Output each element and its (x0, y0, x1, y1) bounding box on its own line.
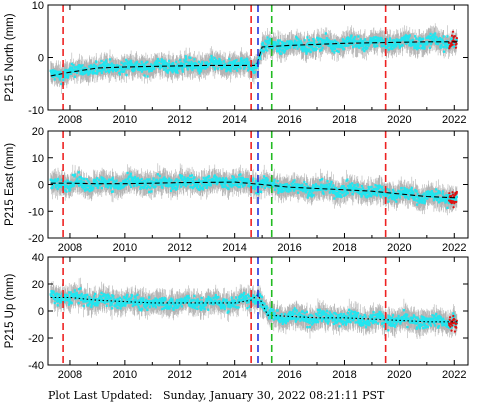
recent-point-22 (455, 200, 458, 203)
footer-timestamp: Sunday, January 30, 2022 08:21:11 PST (162, 389, 385, 402)
chart-panel-2: 2008 2010 2012 2014 2016 2018 2020 2022 -20 -10 0 1… (4, 126, 469, 254)
data-points (49, 32, 458, 86)
y-tick-label--40: -40 (28, 360, 44, 372)
x-tick-label-2012: 2012 (168, 242, 192, 254)
recent-point-21 (454, 46, 457, 49)
recent-point-0 (447, 199, 451, 202)
x-tick-label-2008: 2008 (58, 242, 82, 254)
recent-point-13 (452, 314, 455, 318)
x-tick-label-2022: 2022 (442, 242, 466, 254)
x-tick-label-2016: 2016 (277, 242, 301, 254)
y-tick-label-40: 40 (32, 252, 44, 264)
x-tick-label-2014: 2014 (222, 114, 246, 126)
x-tick-label-2022: 2022 (442, 369, 466, 381)
recent-point-18 (453, 330, 456, 333)
chart-panel-3: 2008 2010 2012 2014 2016 2018 2020 2022 -40 -20 0 2… (4, 252, 469, 381)
recent-point-3 (448, 316, 452, 319)
y-tick-label--20: -20 (28, 333, 44, 345)
y-tick-label--10: -10 (28, 206, 44, 218)
footer-prefix: Plot Last Updated: (48, 389, 153, 402)
x-tick-label-2018: 2018 (332, 242, 356, 254)
recent-point-18 (453, 35, 456, 38)
y-tick-label-0: 0 (38, 53, 44, 65)
recent-point-16 (453, 321, 456, 324)
x-tick-label-2018: 2018 (332, 114, 356, 126)
data-layer (49, 277, 458, 339)
recent-point-2 (448, 318, 451, 321)
x-tick-label-2014: 2014 (222, 242, 246, 254)
x-tick-label-2020: 2020 (387, 369, 411, 381)
y-tick-label-20: 20 (32, 279, 44, 291)
recent-point-14 (452, 206, 455, 209)
data-layer (49, 163, 458, 216)
x-tick-label-2020: 2020 (387, 242, 411, 254)
model-line (50, 41, 457, 77)
recent-point-8 (450, 329, 453, 332)
x-tick-label-2010: 2010 (113, 369, 137, 381)
model-line (50, 181, 458, 199)
x-tick-label-2012: 2012 (168, 369, 192, 381)
x-tick-label-2020: 2020 (387, 114, 411, 126)
x-tick-label-2010: 2010 (113, 114, 137, 126)
chart-panel-1: 2008 2010 2012 2014 2016 2018 2020 2022 -10 0 10 P2… (4, 0, 469, 126)
x-tick-label-2010: 2010 (113, 242, 137, 254)
y-tick-label--20: -20 (28, 233, 44, 245)
recent-point-23 (455, 42, 458, 46)
recent-point-11 (451, 191, 454, 194)
y-axis-label: P215 East (mm) (4, 143, 16, 226)
recent-point-1 (448, 192, 451, 195)
recent-point-11 (451, 43, 454, 46)
y-tick-label-0: 0 (38, 180, 44, 192)
x-tick-label-2022: 2022 (442, 114, 466, 126)
y-axis-label: P215 North (mm) (4, 13, 16, 101)
recent-point-0 (447, 322, 451, 325)
y-tick-label--10: -10 (28, 105, 44, 117)
model-line (50, 293, 457, 323)
x-tick-label-2016: 2016 (277, 114, 301, 126)
recent-point-9 (450, 34, 454, 37)
y-tick-label-20: 20 (32, 126, 44, 138)
x-tick-label-2008: 2008 (58, 369, 82, 381)
y-tick-label-10: 10 (32, 0, 44, 12)
recent-point-7 (450, 194, 453, 198)
x-tick-label-2012: 2012 (168, 114, 192, 126)
recent-point-12 (451, 30, 455, 33)
recent-point-10 (451, 324, 454, 327)
recent-point-17 (453, 318, 456, 321)
recent-point-4 (449, 325, 452, 328)
x-tick-label-2016: 2016 (277, 369, 301, 381)
plot-updated-footer: Plot Last Updated: Sunday, January 30, 2… (48, 389, 384, 402)
x-tick-label-2018: 2018 (332, 369, 356, 381)
recent-point-24 (455, 37, 458, 40)
x-tick-label-2008: 2008 (58, 114, 82, 126)
data-layer (49, 23, 458, 94)
error-bars (50, 23, 458, 94)
recent-point-24 (455, 190, 458, 194)
recent-point-23 (455, 322, 458, 325)
recent-point-0 (447, 41, 451, 45)
x-tick-label-2014: 2014 (222, 369, 246, 381)
y-tick-label-10: 10 (32, 153, 44, 165)
y-axis-label: P215 Up (mm) (4, 273, 16, 348)
y-tick-label-0: 0 (38, 306, 44, 318)
recent-point-22 (455, 326, 458, 329)
